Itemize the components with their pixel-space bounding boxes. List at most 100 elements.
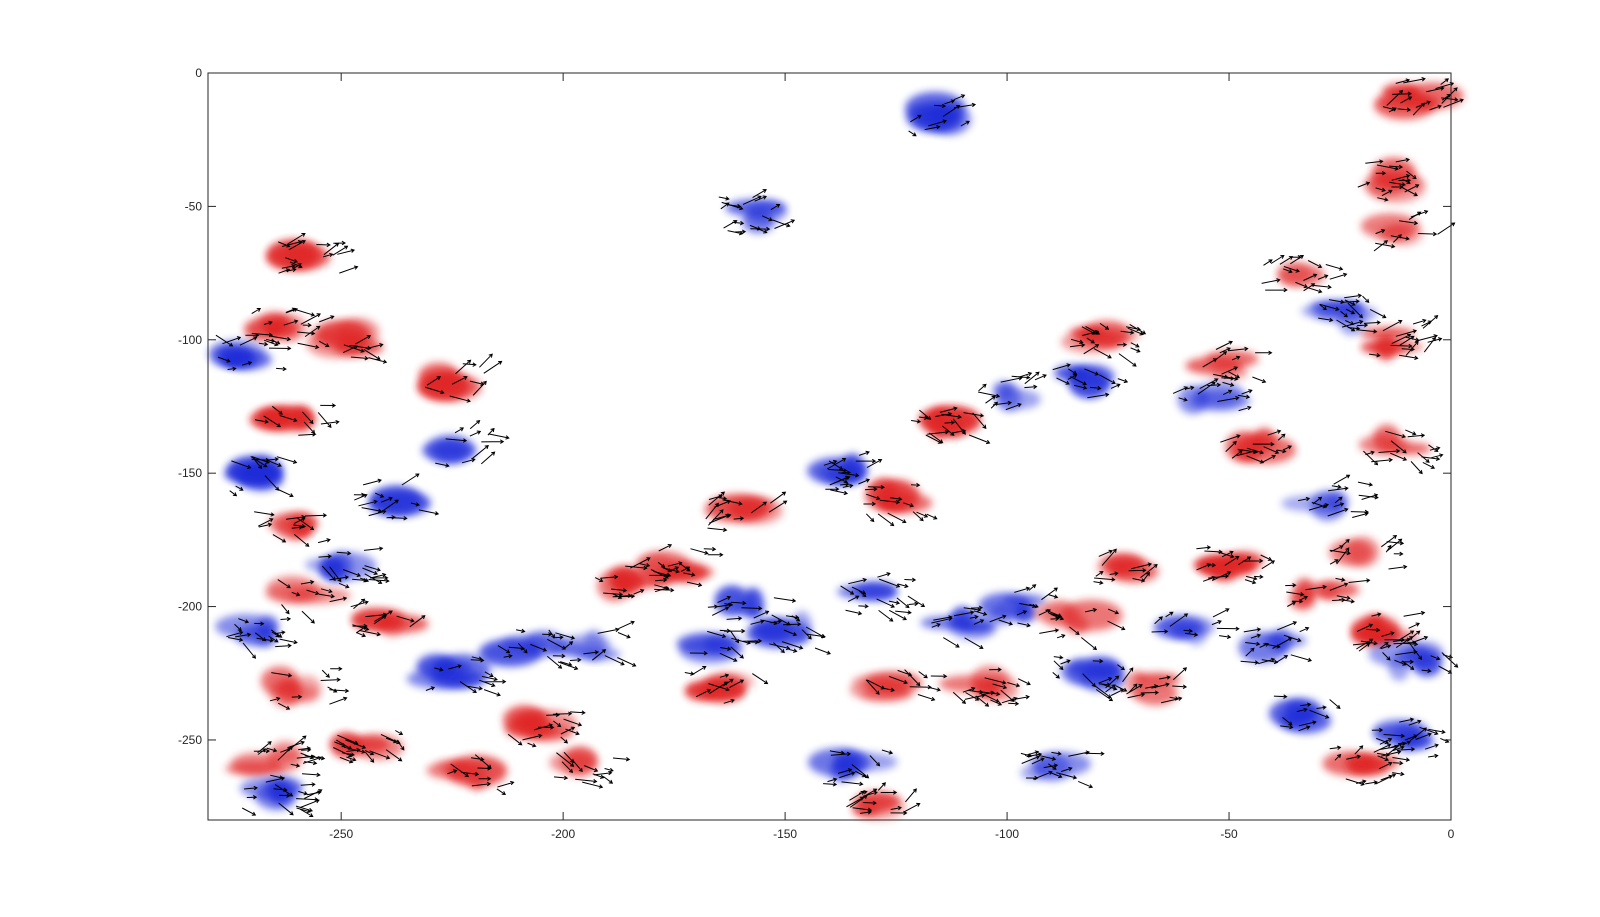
vector-arrow — [828, 460, 844, 470]
vector-arrow — [1211, 620, 1222, 626]
vector-arrow — [707, 604, 719, 609]
vector-arrow — [741, 606, 763, 611]
field-blob — [231, 752, 280, 775]
vector-arrow — [258, 341, 269, 347]
vector-arrow — [254, 419, 269, 424]
vector-arrow — [1001, 696, 1018, 704]
vector-arrow — [707, 527, 728, 532]
vector-arrow — [731, 637, 751, 645]
vector-arrow — [364, 565, 381, 572]
vector-arrow — [1377, 755, 1390, 762]
vector-arrow — [1060, 659, 1071, 665]
vector-arrow — [912, 511, 924, 522]
vector-arrow — [773, 642, 785, 654]
vector-arrow — [1311, 284, 1332, 290]
vector-arrow — [274, 784, 294, 797]
field-patch — [1374, 82, 1464, 120]
vector-arrow — [293, 534, 310, 547]
vector-arrow — [1328, 486, 1349, 492]
vector-arrow — [1363, 450, 1379, 466]
vector-arrow — [1202, 358, 1218, 368]
vector-arrow — [984, 677, 1007, 685]
vector-arrow — [462, 362, 477, 367]
vector-arrow — [256, 637, 274, 643]
vector-arrow — [385, 737, 398, 744]
vector-arrow — [840, 482, 850, 487]
vector-arrow — [488, 433, 510, 440]
vector-arrow — [1365, 780, 1378, 785]
vector-arrow — [1020, 752, 1033, 758]
vector-arrow — [1428, 753, 1439, 759]
vector-arrow — [323, 252, 334, 258]
vector-arrow — [1334, 496, 1343, 504]
vector-arrow — [907, 595, 926, 608]
vector-arrow — [301, 772, 321, 778]
field-patch — [1327, 536, 1380, 567]
vector-arrow — [724, 602, 734, 607]
field-blob — [1327, 539, 1372, 565]
vector-arrow — [481, 675, 498, 682]
vector-arrow — [752, 673, 769, 685]
vector-arrow — [1358, 642, 1371, 652]
vector-arrow — [1386, 89, 1404, 106]
vector-arrow — [1115, 685, 1128, 692]
field-patch — [1153, 615, 1216, 646]
vector-arrow — [474, 754, 492, 769]
vector-arrow — [268, 635, 279, 643]
vector-arrow — [968, 434, 991, 445]
vector-arrow — [708, 491, 726, 506]
vector-arrow — [296, 797, 319, 802]
vector-arrow — [1093, 684, 1112, 699]
vector-arrow — [418, 509, 440, 516]
vector-arrow — [926, 513, 938, 520]
field-blob — [990, 603, 1015, 626]
vector-arrow — [235, 632, 252, 638]
vector-arrow — [1356, 329, 1378, 334]
vector-arrow — [1250, 633, 1262, 639]
vector-arrow — [1290, 654, 1313, 662]
vector-arrow — [1283, 445, 1293, 451]
vector-arrow — [1403, 610, 1426, 617]
vector-arrow — [1231, 355, 1241, 361]
vector-arrow — [1383, 733, 1406, 738]
field-patch — [1096, 553, 1159, 583]
vector-arrow — [722, 678, 734, 687]
field-blob — [685, 682, 718, 701]
vector-arrow — [1360, 640, 1378, 646]
vector-arrow — [454, 427, 465, 434]
vector-arrow — [1261, 278, 1281, 284]
vector-arrow — [481, 439, 505, 444]
vector-arrow — [286, 514, 306, 520]
vector-arrow — [720, 646, 732, 651]
vector-arrow — [1379, 641, 1389, 649]
vector-arrow — [279, 638, 298, 645]
vector-arrow — [917, 694, 936, 702]
vector-arrow — [1120, 330, 1135, 335]
vector-arrow — [903, 502, 915, 508]
vector-arrow — [752, 189, 767, 199]
vector-arrow — [1048, 612, 1062, 619]
vector-arrow — [449, 395, 471, 403]
vector-arrow — [654, 577, 668, 583]
vector-arrow — [683, 572, 696, 577]
field-blob — [258, 312, 289, 333]
vector-arrow — [251, 456, 263, 470]
vector-arrow — [973, 610, 988, 616]
vector-arrow — [1365, 159, 1384, 164]
vector-arrow — [1391, 333, 1412, 345]
vector-arrow — [1145, 684, 1159, 689]
vector-arrow — [1430, 655, 1441, 661]
vector-arrow — [1417, 231, 1438, 237]
vector-arrow — [866, 679, 886, 690]
vector-arrow — [1408, 719, 1422, 726]
vector-arrow — [890, 810, 908, 816]
vector-arrow — [1050, 616, 1060, 622]
vector-arrow — [924, 125, 941, 131]
vector-arrow — [269, 335, 292, 342]
vector-arrow — [1051, 772, 1063, 779]
vector-arrow — [1219, 347, 1231, 354]
vector-arrow — [1335, 577, 1346, 582]
vector-arrow — [265, 776, 286, 783]
vector-arrow — [612, 594, 636, 599]
vector-arrow — [362, 478, 382, 486]
